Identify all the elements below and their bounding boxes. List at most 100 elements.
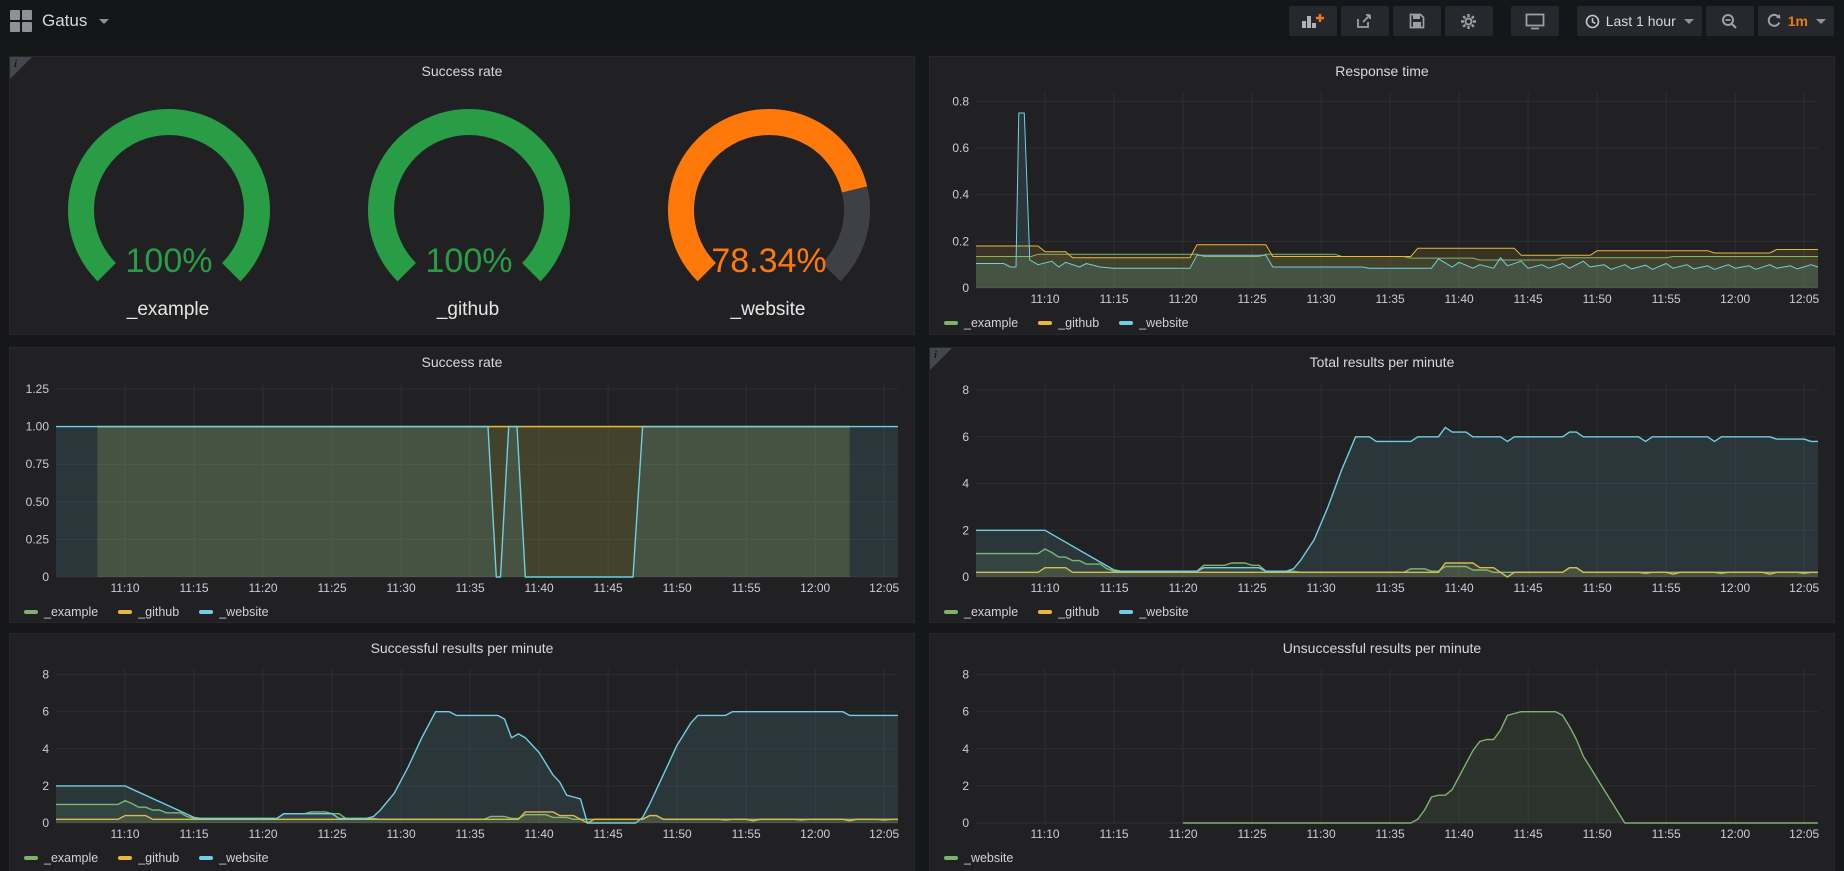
svg-text:0.25: 0.25 bbox=[26, 532, 50, 546]
panel-title[interactable]: Response time bbox=[1335, 62, 1429, 79]
gauge-label: _github bbox=[436, 299, 500, 320]
panel-title[interactable]: Success rate bbox=[421, 353, 503, 370]
svg-text:8: 8 bbox=[962, 383, 969, 397]
legend-item-website[interactable]: _website bbox=[199, 851, 269, 865]
success-rate-chart[interactable]: 0 0.25 0.50 0.75 1.00 1.25 11:10 11:15 11:20 11:2… bbox=[18, 375, 906, 595]
successful-results-chart[interactable]: 0 2 4 6 8 11:10 11:15 11:20 11:25 11:30 11:35 11:40… bbox=[18, 661, 906, 841]
add-panel-button[interactable] bbox=[1288, 6, 1337, 36]
panel-success-rate-graph: Success rate 0 0.25 0.50 0.75 1.00 1.25 11:10 1… bbox=[9, 347, 915, 623]
tv-mode-button[interactable] bbox=[1510, 6, 1559, 36]
svg-text:11:45: 11:45 bbox=[594, 827, 623, 841]
save-button[interactable] bbox=[1392, 6, 1441, 36]
legend-item-example[interactable]: _example bbox=[944, 316, 1018, 330]
legend-item-example[interactable]: _example bbox=[24, 605, 98, 619]
svg-text:1.00: 1.00 bbox=[26, 420, 50, 434]
legend-label[interactable]: _website bbox=[219, 605, 269, 619]
navbar-actions: Last 1 hour 1m bbox=[1288, 6, 1834, 36]
legend-label[interactable]: _website bbox=[964, 851, 1014, 865]
grafana-logo-icon[interactable] bbox=[10, 10, 32, 32]
svg-text:12:00: 12:00 bbox=[800, 581, 830, 595]
dashboard-menu[interactable]: Gatus bbox=[10, 10, 110, 32]
svg-text:0.50: 0.50 bbox=[26, 495, 50, 509]
panel-total-results: i Total results per minute 0 2 4 6 8 11:10 11:… bbox=[929, 347, 1835, 623]
legend-label[interactable]: _example bbox=[964, 605, 1019, 619]
response-time-chart[interactable]: 0 0.2 0.4 0.6 0.8 11:10 11:15 11:20 11:25 11:30 11… bbox=[938, 84, 1826, 306]
panel-title[interactable]: Successful results per minute bbox=[370, 639, 554, 656]
svg-text:6: 6 bbox=[962, 430, 969, 444]
caret-down-icon bbox=[1816, 18, 1826, 24]
legend-item-website[interactable]: _website bbox=[1119, 605, 1189, 619]
caret-down-icon bbox=[1683, 18, 1694, 24]
svg-text:11:15: 11:15 bbox=[1099, 292, 1128, 306]
svg-text:11:20: 11:20 bbox=[248, 827, 277, 841]
legend-swatch-icon bbox=[944, 610, 958, 614]
time-range-label: Last 1 hour bbox=[1605, 13, 1676, 29]
svg-text:11:20: 11:20 bbox=[248, 581, 277, 595]
total-results-chart[interactable]: 0 2 4 6 8 11:10 11:15 11:20 11:25 11:30 11:35 11:40… bbox=[938, 375, 1826, 595]
legend-label[interactable]: _github bbox=[138, 605, 180, 619]
legend-item-example[interactable]: _example bbox=[944, 605, 1018, 619]
refresh-picker[interactable]: 1m bbox=[1757, 6, 1834, 36]
caret-down-icon bbox=[99, 18, 110, 24]
svg-text:0.8: 0.8 bbox=[952, 94, 969, 108]
legend-label[interactable]: _example bbox=[44, 605, 99, 619]
time-range-picker[interactable]: Last 1 hour bbox=[1576, 6, 1702, 36]
legend-item-github[interactable]: _github bbox=[118, 605, 179, 619]
panel-title[interactable]: Unsuccessful results per minute bbox=[1282, 639, 1482, 656]
svg-text:11:50: 11:50 bbox=[1583, 292, 1612, 306]
legend-label[interactable]: _github bbox=[138, 851, 180, 865]
legend-label[interactable]: _github bbox=[1058, 316, 1100, 330]
svg-text:11:35: 11:35 bbox=[456, 827, 485, 841]
legend-swatch-icon bbox=[199, 610, 214, 614]
svg-text:11:40: 11:40 bbox=[525, 827, 554, 841]
legend-item-website[interactable]: _website bbox=[944, 851, 1013, 865]
svg-text:12:00: 12:00 bbox=[1720, 827, 1750, 841]
panel-response-time: Response time 0 0.2 0.4 0.6 0.8 11:10 11:15 11:… bbox=[929, 56, 1835, 335]
legend-label[interactable]: _github bbox=[1058, 605, 1100, 619]
legend-label[interactable]: _website bbox=[1139, 605, 1189, 619]
legend-label[interactable]: _example bbox=[44, 851, 99, 865]
panel-title[interactable]: Success rate bbox=[421, 62, 503, 79]
legend-swatch-icon bbox=[944, 856, 958, 860]
zoom-out-button[interactable] bbox=[1705, 6, 1754, 36]
unsuccessful-results-chart[interactable]: 0 2 4 6 8 11:10 11:15 11:20 11:25 11:30 11:35 11:40… bbox=[938, 661, 1826, 841]
svg-text:11:35: 11:35 bbox=[1376, 292, 1405, 306]
legend-item-github[interactable]: _github bbox=[118, 851, 179, 865]
svg-text:11:55: 11:55 bbox=[1652, 581, 1681, 595]
save-icon bbox=[1409, 13, 1425, 29]
panel-info-icon[interactable]: i bbox=[930, 348, 952, 370]
legend-label[interactable]: _example bbox=[964, 316, 1019, 330]
legend-item-github[interactable]: _github bbox=[1038, 316, 1099, 330]
svg-text:11:45: 11:45 bbox=[1514, 581, 1543, 595]
svg-text:12:05: 12:05 bbox=[1789, 292, 1819, 306]
panel-info-icon[interactable]: i bbox=[10, 57, 32, 79]
dashboard-title[interactable]: Gatus bbox=[42, 11, 88, 30]
svg-text:12:05: 12:05 bbox=[869, 827, 899, 841]
legend-item-website[interactable]: _website bbox=[1119, 316, 1189, 330]
svg-text:2: 2 bbox=[42, 779, 49, 793]
legend-item-github[interactable]: _github bbox=[1038, 605, 1099, 619]
svg-text:11:45: 11:45 bbox=[1514, 827, 1543, 841]
svg-text:0.75: 0.75 bbox=[26, 457, 50, 471]
gauge-value: 100% bbox=[426, 242, 513, 280]
svg-text:11:10: 11:10 bbox=[1030, 292, 1059, 306]
svg-text:11:40: 11:40 bbox=[1445, 292, 1474, 306]
gauge-website: 78.34% _website bbox=[618, 86, 918, 321]
legend-item-website[interactable]: _website bbox=[199, 605, 269, 619]
panel-successful-results: Successful results per minute 0 2 4 6 8 11:10… bbox=[9, 633, 915, 871]
legend-label[interactable]: _website bbox=[219, 851, 269, 865]
svg-text:11:35: 11:35 bbox=[1376, 827, 1405, 841]
share-button[interactable] bbox=[1340, 6, 1389, 36]
svg-text:12:00: 12:00 bbox=[1720, 581, 1750, 595]
svg-text:11:35: 11:35 bbox=[456, 581, 485, 595]
legend-label[interactable]: _website bbox=[1139, 316, 1189, 330]
svg-text:12:05: 12:05 bbox=[869, 581, 899, 595]
panel-title[interactable]: Total results per minute bbox=[1309, 353, 1455, 370]
svg-text:11:10: 11:10 bbox=[1030, 827, 1059, 841]
settings-button[interactable] bbox=[1444, 6, 1493, 36]
svg-text:12:00: 12:00 bbox=[800, 827, 830, 841]
svg-text:0: 0 bbox=[42, 570, 49, 584]
svg-text:0: 0 bbox=[962, 570, 969, 584]
legend-item-example[interactable]: _example bbox=[24, 851, 98, 865]
legend-swatch-icon bbox=[24, 856, 38, 860]
